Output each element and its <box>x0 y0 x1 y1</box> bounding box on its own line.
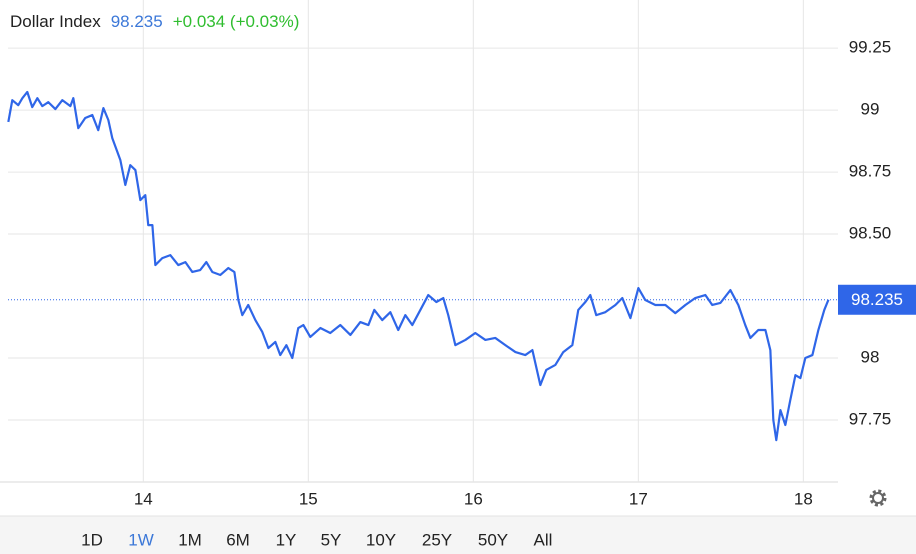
range-button[interactable]: 1M <box>178 530 202 549</box>
settings-icon[interactable] <box>869 489 887 507</box>
y-tick-label: 98 <box>861 348 880 367</box>
range-button[interactable]: 10Y <box>366 530 396 549</box>
last-value-tag <box>838 284 916 315</box>
x-tick-label: 16 <box>464 489 483 508</box>
range-button[interactable]: All <box>534 530 553 549</box>
y-tick-label: 99 <box>861 100 880 119</box>
y-tick-label: 99.25 <box>849 38 892 57</box>
chart-title: Dollar Index <box>10 12 101 31</box>
range-button[interactable]: 50Y <box>478 530 508 549</box>
y-tick-label: 98.75 <box>849 162 892 181</box>
header: Dollar Index 98.235 +0.034 (+0.03%) <box>10 12 309 32</box>
range-button[interactable]: 1W <box>128 530 154 549</box>
range-button[interactable]: 5Y <box>321 530 342 549</box>
x-tick-label: 18 <box>794 489 813 508</box>
x-tick-label: 14 <box>134 489 153 508</box>
range-button[interactable]: 1D <box>81 530 103 549</box>
price-line <box>7 90 830 442</box>
range-bar <box>0 516 916 554</box>
last-value-label: 98.235 <box>851 290 903 309</box>
change: +0.034 (+0.03%) <box>172 12 300 31</box>
x-tick-label: 15 <box>299 489 318 508</box>
range-button[interactable]: 25Y <box>422 530 452 549</box>
x-tick-label: 17 <box>629 489 648 508</box>
y-tick-label: 98.50 <box>849 224 892 243</box>
range-button[interactable]: 1Y <box>276 530 297 549</box>
range-button[interactable]: 6M <box>226 530 250 549</box>
y-tick-label: 97.75 <box>849 409 892 428</box>
last-value: 98.235 <box>110 12 163 31</box>
